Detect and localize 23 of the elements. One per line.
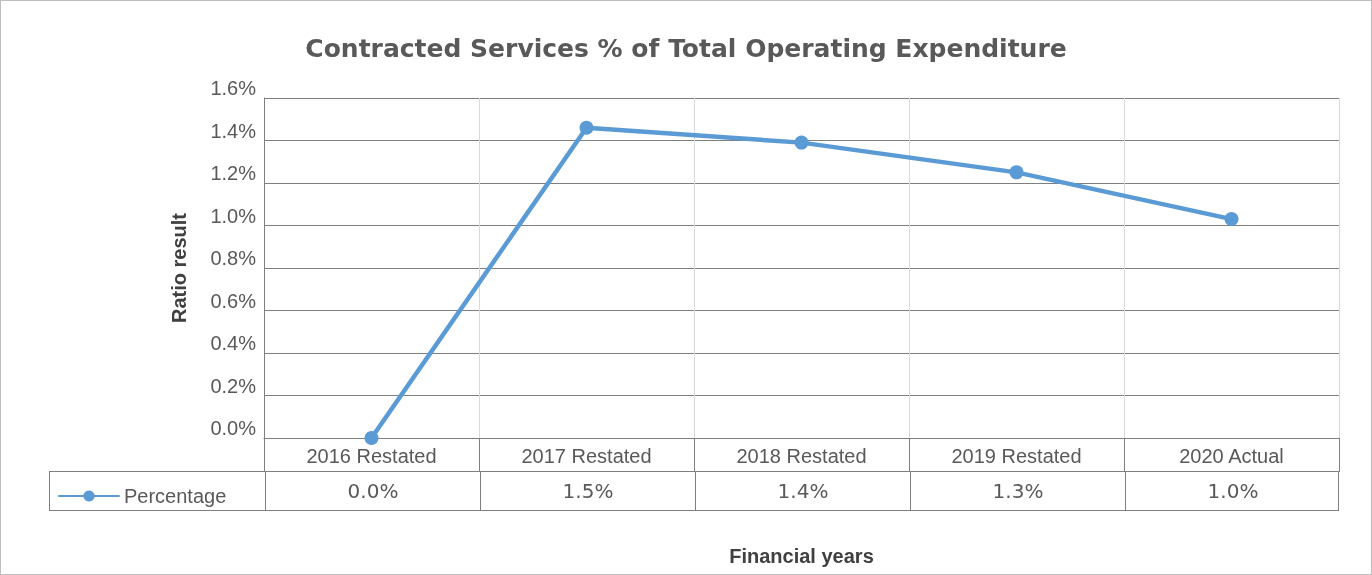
data-label: 1.4% (695, 472, 910, 510)
y-tick-label: 0.8% (210, 247, 257, 269)
x-axis-title: Financial years (729, 545, 874, 567)
x-tick-label: 2016 Restated (306, 445, 437, 467)
data-label: 1.3% (910, 472, 1125, 510)
y-tick-label: 0.0% (210, 417, 257, 439)
x-tick-label: 2020 Actual (1179, 445, 1284, 467)
y-tick-label: 1.0% (210, 204, 257, 227)
data-label: 0.0% (265, 472, 480, 510)
x-tick-label: 2019 Restated (951, 445, 1082, 467)
y-tick-label: 1.4% (210, 119, 257, 142)
y-tick-label: 0.6% (210, 289, 257, 312)
x-tick-label: 2018 Restated (736, 445, 867, 467)
y-tick-label: 1.2% (210, 162, 257, 184)
y-tick-label: 0.2% (210, 374, 257, 397)
data-label: 1.5% (480, 472, 695, 510)
y-tick-label: 0.4% (210, 332, 257, 354)
y-tick-label: 1.6% (210, 77, 257, 99)
data-label: 1.0% (1125, 472, 1340, 510)
x-tick-label: 2017 Restated (521, 445, 652, 467)
legend-label: Percentage (124, 485, 227, 507)
chart-title: Contracted Services % of Total Operating Expenditure (305, 34, 1067, 63)
y-axis-title: Ratio result (168, 212, 190, 324)
